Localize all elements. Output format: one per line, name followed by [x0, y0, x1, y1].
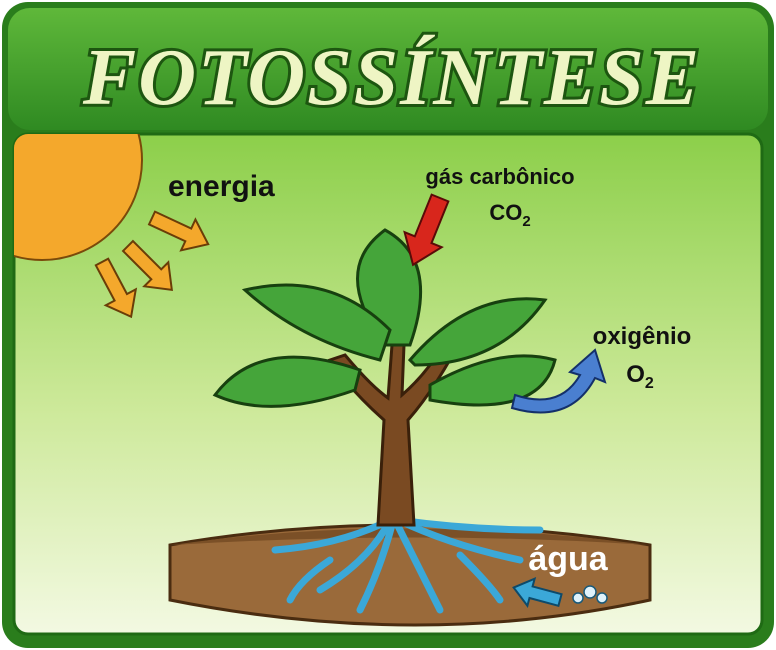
- o2-name: oxigênio: [593, 323, 692, 350]
- subscript: 2: [645, 375, 654, 392]
- co2-name: gás carbônico: [425, 164, 574, 189]
- water-label: água: [528, 540, 608, 578]
- diagram: FOTOSSÍNTESE: [0, 0, 776, 650]
- subscript: 2: [522, 213, 530, 230]
- energy-label: energia: [168, 170, 275, 203]
- formula: O: [626, 361, 645, 388]
- page: FOTOSSÍNTESE: [0, 0, 776, 650]
- formula: CO: [489, 200, 522, 225]
- title: FOTOSSÍNTESE: [82, 34, 701, 122]
